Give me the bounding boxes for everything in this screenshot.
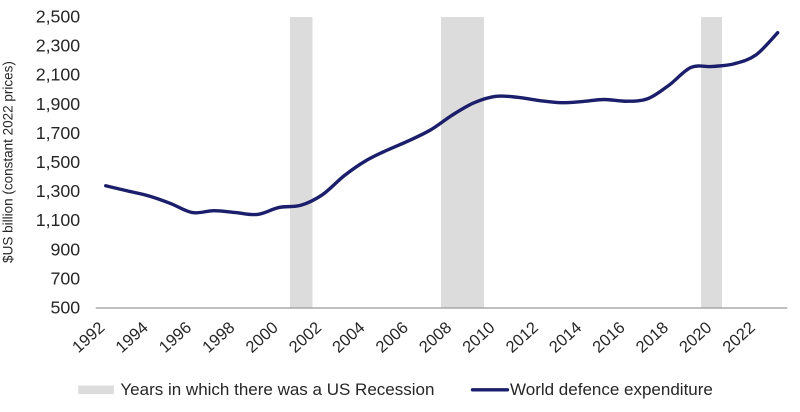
svg-text:2006: 2006 (373, 319, 412, 357)
svg-text:700: 700 (51, 268, 81, 288)
svg-text:2004: 2004 (329, 319, 368, 357)
svg-text:1,300: 1,300 (36, 181, 81, 201)
svg-text:1996: 1996 (156, 319, 195, 357)
svg-text:1,900: 1,900 (36, 94, 81, 114)
svg-text:500: 500 (51, 298, 81, 318)
svg-text:1,500: 1,500 (36, 152, 81, 172)
svg-text:World defence expenditure: World defence expenditure (510, 380, 713, 399)
svg-text:2018: 2018 (633, 319, 672, 357)
svg-text:1,100: 1,100 (36, 210, 81, 230)
svg-text:1994: 1994 (112, 319, 151, 357)
svg-text:2022: 2022 (719, 319, 758, 357)
svg-text:2,500: 2,500 (36, 7, 81, 27)
svg-text:1,700: 1,700 (36, 123, 81, 143)
svg-text:2002: 2002 (286, 319, 325, 357)
svg-text:2012: 2012 (503, 319, 542, 357)
svg-text:2,300: 2,300 (36, 36, 81, 56)
svg-text:1992: 1992 (69, 319, 108, 357)
svg-text:2,100: 2,100 (36, 65, 81, 85)
svg-text:900: 900 (51, 239, 81, 259)
svg-text:1998: 1998 (199, 319, 238, 357)
svg-text:Years in which there was a US: Years in which there was a US Recession (120, 380, 434, 399)
svg-text:2016: 2016 (589, 319, 628, 357)
svg-text:2010: 2010 (459, 319, 498, 357)
svg-text:2020: 2020 (676, 319, 715, 357)
svg-text:2008: 2008 (416, 319, 455, 357)
svg-text:2000: 2000 (242, 319, 281, 357)
svg-text:2014: 2014 (546, 319, 585, 357)
